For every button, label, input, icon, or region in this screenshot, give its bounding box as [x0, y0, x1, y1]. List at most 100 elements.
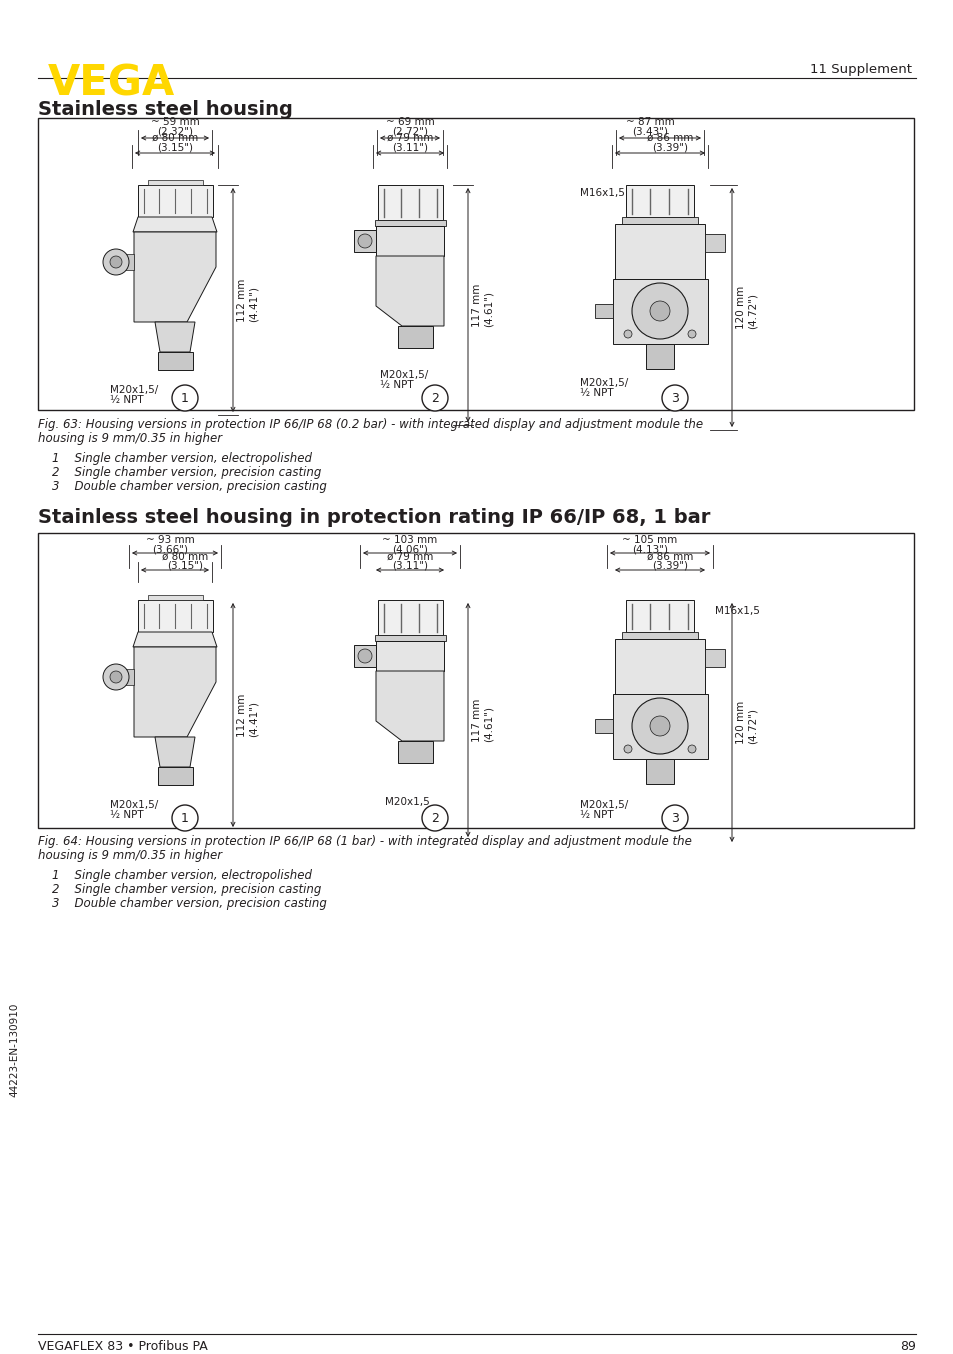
Text: ø 80 mm: ø 80 mm	[152, 133, 198, 144]
Text: ~ 93 mm: ~ 93 mm	[146, 535, 194, 546]
Circle shape	[661, 806, 687, 831]
Polygon shape	[133, 232, 215, 322]
Polygon shape	[375, 672, 443, 741]
Polygon shape	[154, 737, 194, 766]
Bar	[595, 719, 613, 733]
Text: 2: 2	[431, 391, 438, 405]
Text: (2.32"): (2.32")	[157, 126, 193, 135]
Text: M20x1,5/: M20x1,5/	[579, 378, 628, 389]
Text: (3.11"): (3.11")	[392, 561, 428, 571]
Bar	[625, 600, 693, 632]
Text: 1: 1	[181, 811, 189, 825]
Bar	[138, 185, 213, 217]
Text: ~ 103 mm: ~ 103 mm	[382, 535, 437, 546]
Circle shape	[649, 716, 669, 737]
Circle shape	[110, 256, 122, 268]
Bar	[645, 760, 673, 784]
Text: ½ NPT: ½ NPT	[110, 395, 144, 405]
Text: M20x1,5/: M20x1,5/	[110, 800, 158, 810]
Text: ~ 69 mm: ~ 69 mm	[385, 116, 434, 127]
Circle shape	[649, 301, 669, 321]
Text: ½ NPT: ½ NPT	[379, 380, 414, 390]
Bar	[354, 230, 375, 252]
Bar	[375, 226, 443, 256]
Bar	[704, 649, 724, 668]
Text: (3.15"): (3.15")	[167, 561, 203, 571]
Text: M16x1,5: M16x1,5	[579, 188, 624, 198]
Bar	[148, 594, 203, 600]
Bar	[113, 669, 133, 685]
Bar	[621, 632, 698, 639]
Bar	[148, 180, 203, 185]
Circle shape	[623, 330, 631, 338]
Text: M20x1,5: M20x1,5	[385, 798, 429, 807]
Text: 3    Double chamber version, precision casting: 3 Double chamber version, precision cast…	[52, 481, 327, 493]
Bar	[138, 600, 213, 632]
Text: M20x1,5/: M20x1,5/	[110, 385, 158, 395]
Text: 2: 2	[431, 811, 438, 825]
Text: (4.13"): (4.13")	[631, 544, 667, 554]
Text: M20x1,5/: M20x1,5/	[379, 370, 428, 380]
Circle shape	[687, 330, 696, 338]
Circle shape	[421, 385, 448, 412]
Text: Fig. 63: Housing versions in protection IP 66/IP 68 (0.2 bar) - with integrated : Fig. 63: Housing versions in protection …	[38, 418, 702, 431]
Text: 3: 3	[670, 811, 679, 825]
Circle shape	[172, 806, 198, 831]
Text: (3.39"): (3.39")	[651, 561, 687, 571]
Text: ø 86 mm: ø 86 mm	[646, 552, 693, 562]
Bar	[375, 635, 446, 640]
Text: ~ 59 mm: ~ 59 mm	[151, 116, 199, 127]
Bar	[377, 185, 442, 219]
Bar	[113, 255, 133, 269]
Text: ½ NPT: ½ NPT	[579, 810, 613, 821]
Text: Fig. 64: Housing versions in protection IP 66/IP 68 (1 bar) - with integrated di: Fig. 64: Housing versions in protection …	[38, 835, 691, 848]
Circle shape	[631, 699, 687, 754]
Text: M16x1,5: M16x1,5	[714, 607, 760, 616]
Text: 1    Single chamber version, electropolished: 1 Single chamber version, electropolishe…	[52, 869, 312, 881]
Bar	[625, 185, 693, 217]
Polygon shape	[132, 632, 216, 647]
Circle shape	[687, 745, 696, 753]
Circle shape	[623, 745, 631, 753]
Text: 120 mm
(4.72"): 120 mm (4.72")	[735, 286, 757, 329]
Bar	[595, 305, 613, 318]
Text: M20x1,5/: M20x1,5/	[579, 800, 628, 810]
Bar	[397, 326, 433, 348]
Circle shape	[357, 649, 372, 663]
Bar	[615, 639, 704, 695]
Text: VEGA: VEGA	[48, 62, 175, 104]
Text: 44223-EN-130910: 44223-EN-130910	[9, 1003, 19, 1097]
Bar	[375, 219, 446, 226]
Circle shape	[631, 283, 687, 338]
Bar	[158, 352, 193, 370]
Bar	[38, 118, 913, 410]
Polygon shape	[375, 256, 443, 326]
Bar	[613, 279, 707, 344]
Bar	[377, 600, 442, 635]
Bar	[397, 741, 433, 764]
Bar	[354, 645, 375, 668]
Text: 1: 1	[181, 391, 189, 405]
Bar	[375, 640, 443, 672]
Text: ~ 105 mm: ~ 105 mm	[621, 535, 677, 546]
Bar	[38, 533, 913, 829]
Text: ø 80 mm: ø 80 mm	[162, 552, 208, 562]
Text: 2    Single chamber version, precision casting: 2 Single chamber version, precision cast…	[52, 466, 321, 479]
Bar	[615, 223, 704, 279]
Bar	[613, 695, 707, 760]
Text: (4.06"): (4.06")	[392, 544, 428, 554]
Text: (3.43"): (3.43")	[631, 126, 667, 135]
Bar	[158, 766, 193, 785]
Text: 1    Single chamber version, electropolished: 1 Single chamber version, electropolishe…	[52, 452, 312, 464]
Text: 89: 89	[900, 1340, 915, 1353]
Text: (2.72"): (2.72")	[392, 126, 428, 135]
Text: (3.15"): (3.15")	[157, 142, 193, 152]
Text: 117 mm
(4.61"): 117 mm (4.61")	[472, 699, 493, 742]
Text: 11 Supplement: 11 Supplement	[809, 64, 911, 76]
Text: 112 mm
(4.41"): 112 mm (4.41")	[236, 693, 258, 737]
Text: (3.39"): (3.39")	[651, 142, 687, 152]
Polygon shape	[133, 647, 215, 737]
Text: (3.66"): (3.66")	[152, 544, 188, 554]
Text: Stainless steel housing in protection rating IP 66/IP 68, 1 bar: Stainless steel housing in protection ra…	[38, 508, 710, 527]
Text: 3    Double chamber version, precision casting: 3 Double chamber version, precision cast…	[52, 896, 327, 910]
